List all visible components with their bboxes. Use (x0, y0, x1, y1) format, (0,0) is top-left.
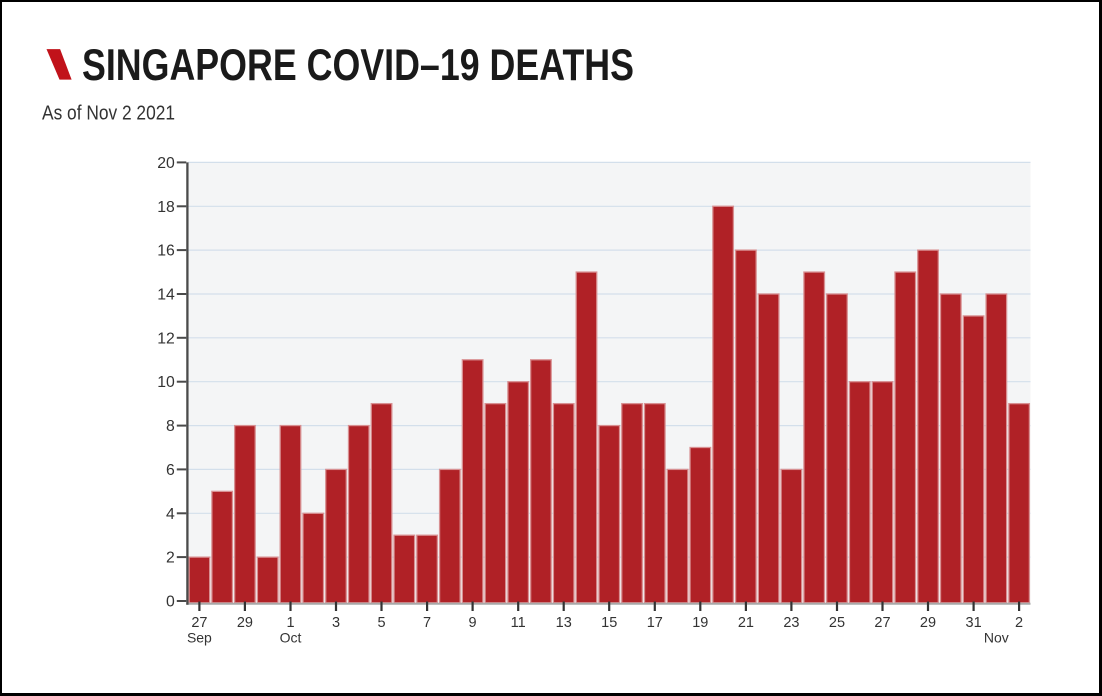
svg-text:SINGAPORE COVID–19 DEATHS: SINGAPORE COVID–19 DEATHS (82, 41, 634, 90)
svg-text:8: 8 (166, 418, 175, 435)
svg-text:11: 11 (511, 615, 526, 631)
svg-text:29: 29 (237, 615, 253, 631)
svg-text:14: 14 (157, 287, 175, 304)
svg-text:5: 5 (377, 615, 385, 631)
svg-text:21: 21 (738, 615, 754, 631)
svg-text:19: 19 (692, 615, 708, 631)
svg-text:15: 15 (601, 615, 617, 631)
svg-text:As of Nov 2 2021: As of Nov 2 2021 (42, 103, 175, 125)
svg-text:Oct: Oct (280, 629, 302, 645)
svg-text:6: 6 (166, 462, 175, 479)
svg-text:2: 2 (1015, 615, 1023, 631)
svg-text:17: 17 (647, 615, 663, 631)
svg-text:25: 25 (829, 615, 845, 631)
svg-text:4: 4 (166, 506, 175, 523)
svg-text:13: 13 (556, 615, 572, 631)
svg-text:18: 18 (157, 199, 175, 216)
svg-text:23: 23 (783, 615, 799, 631)
svg-text:3: 3 (332, 615, 340, 631)
svg-text:1: 1 (286, 615, 294, 631)
svg-text:16: 16 (157, 243, 175, 260)
svg-text:10: 10 (157, 374, 175, 391)
svg-text:9: 9 (469, 615, 477, 631)
svg-text:7: 7 (423, 615, 431, 631)
svg-text:12: 12 (157, 330, 175, 347)
svg-text:27: 27 (191, 615, 207, 631)
svg-text:27: 27 (874, 615, 890, 631)
svg-text:20: 20 (157, 155, 175, 172)
svg-text:29: 29 (920, 615, 936, 631)
svg-text:Sep: Sep (187, 629, 212, 645)
svg-text:0: 0 (166, 594, 175, 611)
svg-text:31: 31 (966, 615, 982, 631)
svg-text:Nov: Nov (984, 629, 1009, 645)
svg-text:2: 2 (166, 550, 175, 567)
